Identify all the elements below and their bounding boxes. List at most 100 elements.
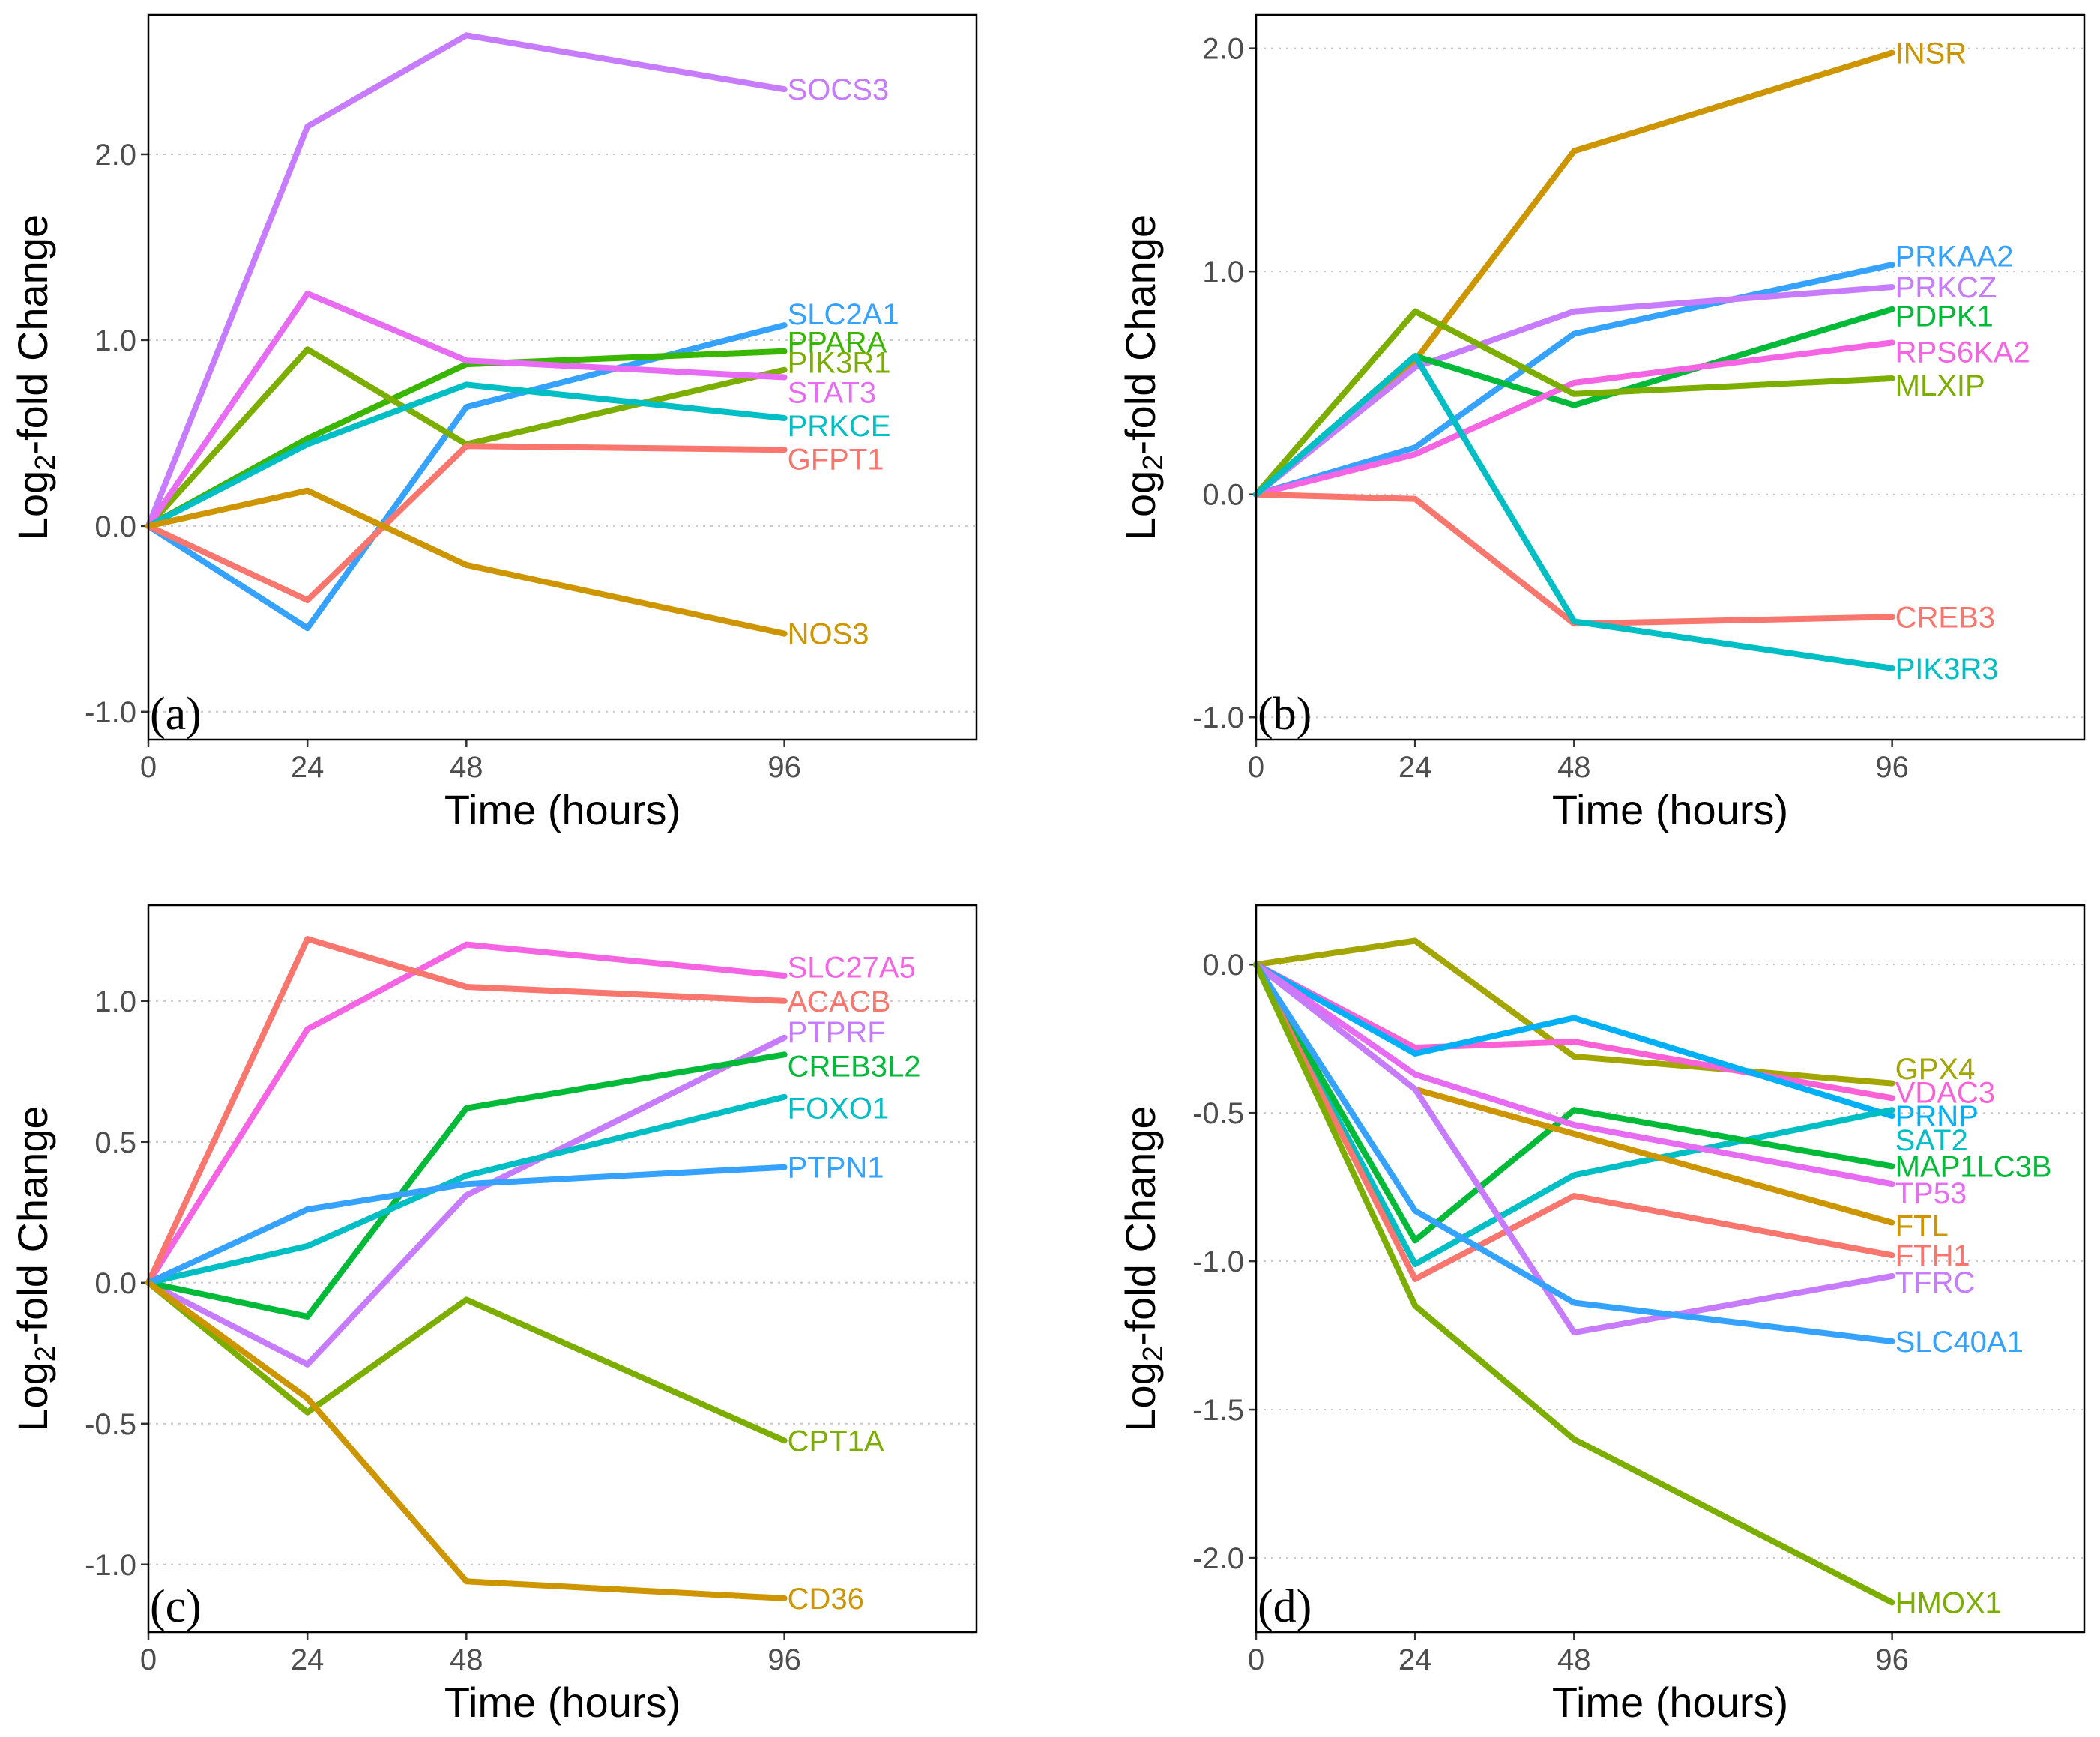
series-label-pdpk1: PDPK1 bbox=[1895, 300, 1994, 333]
y-axis-title: Log2-fold Change bbox=[1117, 214, 1169, 540]
series-label-sat2: SAT2 bbox=[1895, 1124, 1968, 1157]
series-label-tfrc: TFRC bbox=[1895, 1266, 1976, 1299]
y-tick-label: 0.0 bbox=[1202, 949, 1244, 982]
series-label-insr: INSR bbox=[1895, 37, 1967, 70]
series-label-map1lc3b: MAP1LC3B bbox=[1895, 1150, 2052, 1183]
series-label-acacb: ACACB bbox=[788, 985, 891, 1018]
series-line-creb3 bbox=[1253, 491, 1895, 627]
series-line-fth1 bbox=[1253, 961, 1895, 1282]
series-line-hmox1 bbox=[1253, 961, 1895, 1606]
x-tick-label: 48 bbox=[1557, 1643, 1591, 1676]
series-line-foxo1 bbox=[145, 1093, 788, 1286]
y-tick-label: -2.0 bbox=[1192, 1542, 1244, 1575]
y-axis-title-subscript: 2 bbox=[30, 455, 61, 471]
panel-tag: (b) bbox=[1258, 689, 1312, 740]
series-label-socs3: SOCS3 bbox=[788, 73, 890, 106]
panel-frame bbox=[147, 904, 978, 1634]
series-line-cd36 bbox=[145, 1279, 788, 1601]
series-line-ftl bbox=[1253, 961, 1895, 1226]
y-tick-label: -1.0 bbox=[85, 696, 136, 729]
y-tick-label: 0.5 bbox=[94, 1126, 136, 1159]
x-tick-label: 0 bbox=[1248, 1643, 1264, 1676]
series-line-ptpn1 bbox=[145, 1164, 788, 1286]
y-axis-title-main: Log bbox=[1117, 1362, 1164, 1431]
y-tick-label: -1.0 bbox=[1192, 701, 1244, 734]
series-label-creb3: CREB3 bbox=[1895, 601, 1995, 634]
series-line-ppara bbox=[145, 348, 788, 529]
series-label-vdac3: VDAC3 bbox=[1895, 1076, 1995, 1109]
series-label-slc40a1: SLC40A1 bbox=[1895, 1326, 2024, 1359]
panel-tag: (a) bbox=[150, 689, 202, 740]
series-line-prkce bbox=[145, 381, 788, 529]
series-line-gfpt1 bbox=[145, 443, 788, 603]
panel-frame bbox=[1255, 13, 2086, 741]
series-label-foxo1: FOXO1 bbox=[788, 1093, 890, 1126]
y-axis-title-main: Log bbox=[9, 1362, 56, 1431]
panel-tag: (c) bbox=[150, 1581, 202, 1632]
y-tick-label: 1.0 bbox=[1202, 256, 1244, 289]
series-label-hmox1: HMOX1 bbox=[1895, 1586, 2002, 1619]
y-tick-label: 1.0 bbox=[94, 985, 136, 1018]
series-line-slc40a1 bbox=[1253, 961, 1895, 1344]
x-tick-label: 96 bbox=[1875, 751, 1909, 784]
series-line-tfrc bbox=[1253, 961, 1895, 1336]
series-label-pik3r1: PIK3R1 bbox=[788, 347, 891, 380]
x-tick-label: 0 bbox=[140, 1643, 157, 1676]
x-tick-label: 48 bbox=[1557, 751, 1591, 784]
y-tick-label: -0.5 bbox=[85, 1408, 136, 1441]
y-tick-label: 0.0 bbox=[94, 1267, 136, 1300]
series-line-insr bbox=[1253, 49, 1895, 498]
series-label-stat3: STAT3 bbox=[788, 376, 877, 409]
x-axis-title: Time (hours) bbox=[444, 1679, 681, 1726]
series-label-ptprf: PTPRF bbox=[788, 1016, 886, 1049]
series-label-ftl: FTL bbox=[1895, 1210, 1949, 1243]
x-tick-label: 24 bbox=[1399, 751, 1432, 784]
series-label-fth1: FTH1 bbox=[1895, 1239, 1970, 1272]
series-label-nos3: NOS3 bbox=[788, 618, 869, 651]
series-label-prkce: PRKCE bbox=[788, 410, 891, 443]
series-label-cpt1a: CPT1A bbox=[788, 1425, 884, 1457]
series-label-prkcz: PRKCZ bbox=[1895, 271, 1997, 304]
series-line-pik3r3 bbox=[1253, 353, 1895, 671]
series-line-prnp bbox=[1253, 961, 1895, 1120]
series-line-slc27a5 bbox=[145, 941, 788, 1286]
series-line-ptprf bbox=[145, 1034, 788, 1368]
panel-a: -1.0 0.0 1.0 2.0 0 24 48 96 SOCS3 SLC2A1PPARAPIK3… bbox=[9, 13, 978, 833]
series-label-tp53: TP53 bbox=[1895, 1177, 1967, 1210]
series-line-prkcz bbox=[1253, 284, 1895, 498]
series-line-mlxip bbox=[1253, 308, 1895, 498]
series-line-prkaa2 bbox=[1253, 262, 1895, 498]
panel-frame bbox=[147, 13, 978, 741]
y-axis-title-rest: -fold Change bbox=[1117, 1105, 1164, 1346]
panel-frame bbox=[1255, 904, 2086, 1634]
series-line-pik3r1 bbox=[145, 346, 788, 529]
series-label-ppara: PPARA bbox=[788, 326, 887, 359]
x-axis-title: Time (hours) bbox=[1552, 1679, 1788, 1726]
series-label-pik3r3: PIK3R3 bbox=[1895, 653, 1999, 686]
y-axis-title: Log2-fold Change bbox=[9, 1105, 61, 1431]
x-tick-label: 96 bbox=[1875, 1643, 1909, 1676]
y-axis-title: Log2-fold Change bbox=[1117, 1105, 1169, 1431]
x-axis-title: Time (hours) bbox=[1552, 786, 1788, 833]
panel-b: -1.0 0.0 1.0 2.0 0 24 48 96 INSR PRKAA2PRKCZPDPK1… bbox=[1117, 13, 2086, 833]
y-axis-title-main: Log bbox=[1117, 471, 1164, 540]
series-label-rps6ka2: RPS6KA2 bbox=[1895, 336, 2030, 369]
series-line-rps6ka2 bbox=[1253, 339, 1895, 498]
series-label-cd36: CD36 bbox=[788, 1583, 864, 1616]
y-axis-title: Log2-fold Change bbox=[9, 214, 61, 540]
series-label-mlxip: MLXIP bbox=[1895, 369, 1985, 402]
panel-c: -1.0 -0.5 0.0 0.5 1.0 0 24 48 96 SLC27A5ACACBPTPR… bbox=[9, 904, 978, 1726]
x-tick-label: 0 bbox=[1248, 751, 1264, 784]
series-line-sat2 bbox=[1253, 961, 1895, 1268]
y-tick-label: -0.5 bbox=[1192, 1097, 1244, 1130]
y-tick-label: -1.0 bbox=[85, 1549, 136, 1582]
series-line-nos3 bbox=[145, 487, 788, 637]
y-axis-title-rest: -fold Change bbox=[9, 214, 56, 455]
x-tick-label: 24 bbox=[291, 751, 325, 784]
y-axis-title-rest: -fold Change bbox=[9, 1105, 56, 1346]
series-label-slc27a5: SLC27A5 bbox=[788, 952, 916, 985]
series-line-tp53 bbox=[1253, 961, 1895, 1188]
y-tick-label: 1.0 bbox=[94, 324, 136, 357]
y-tick-label: 2.0 bbox=[1202, 33, 1244, 66]
